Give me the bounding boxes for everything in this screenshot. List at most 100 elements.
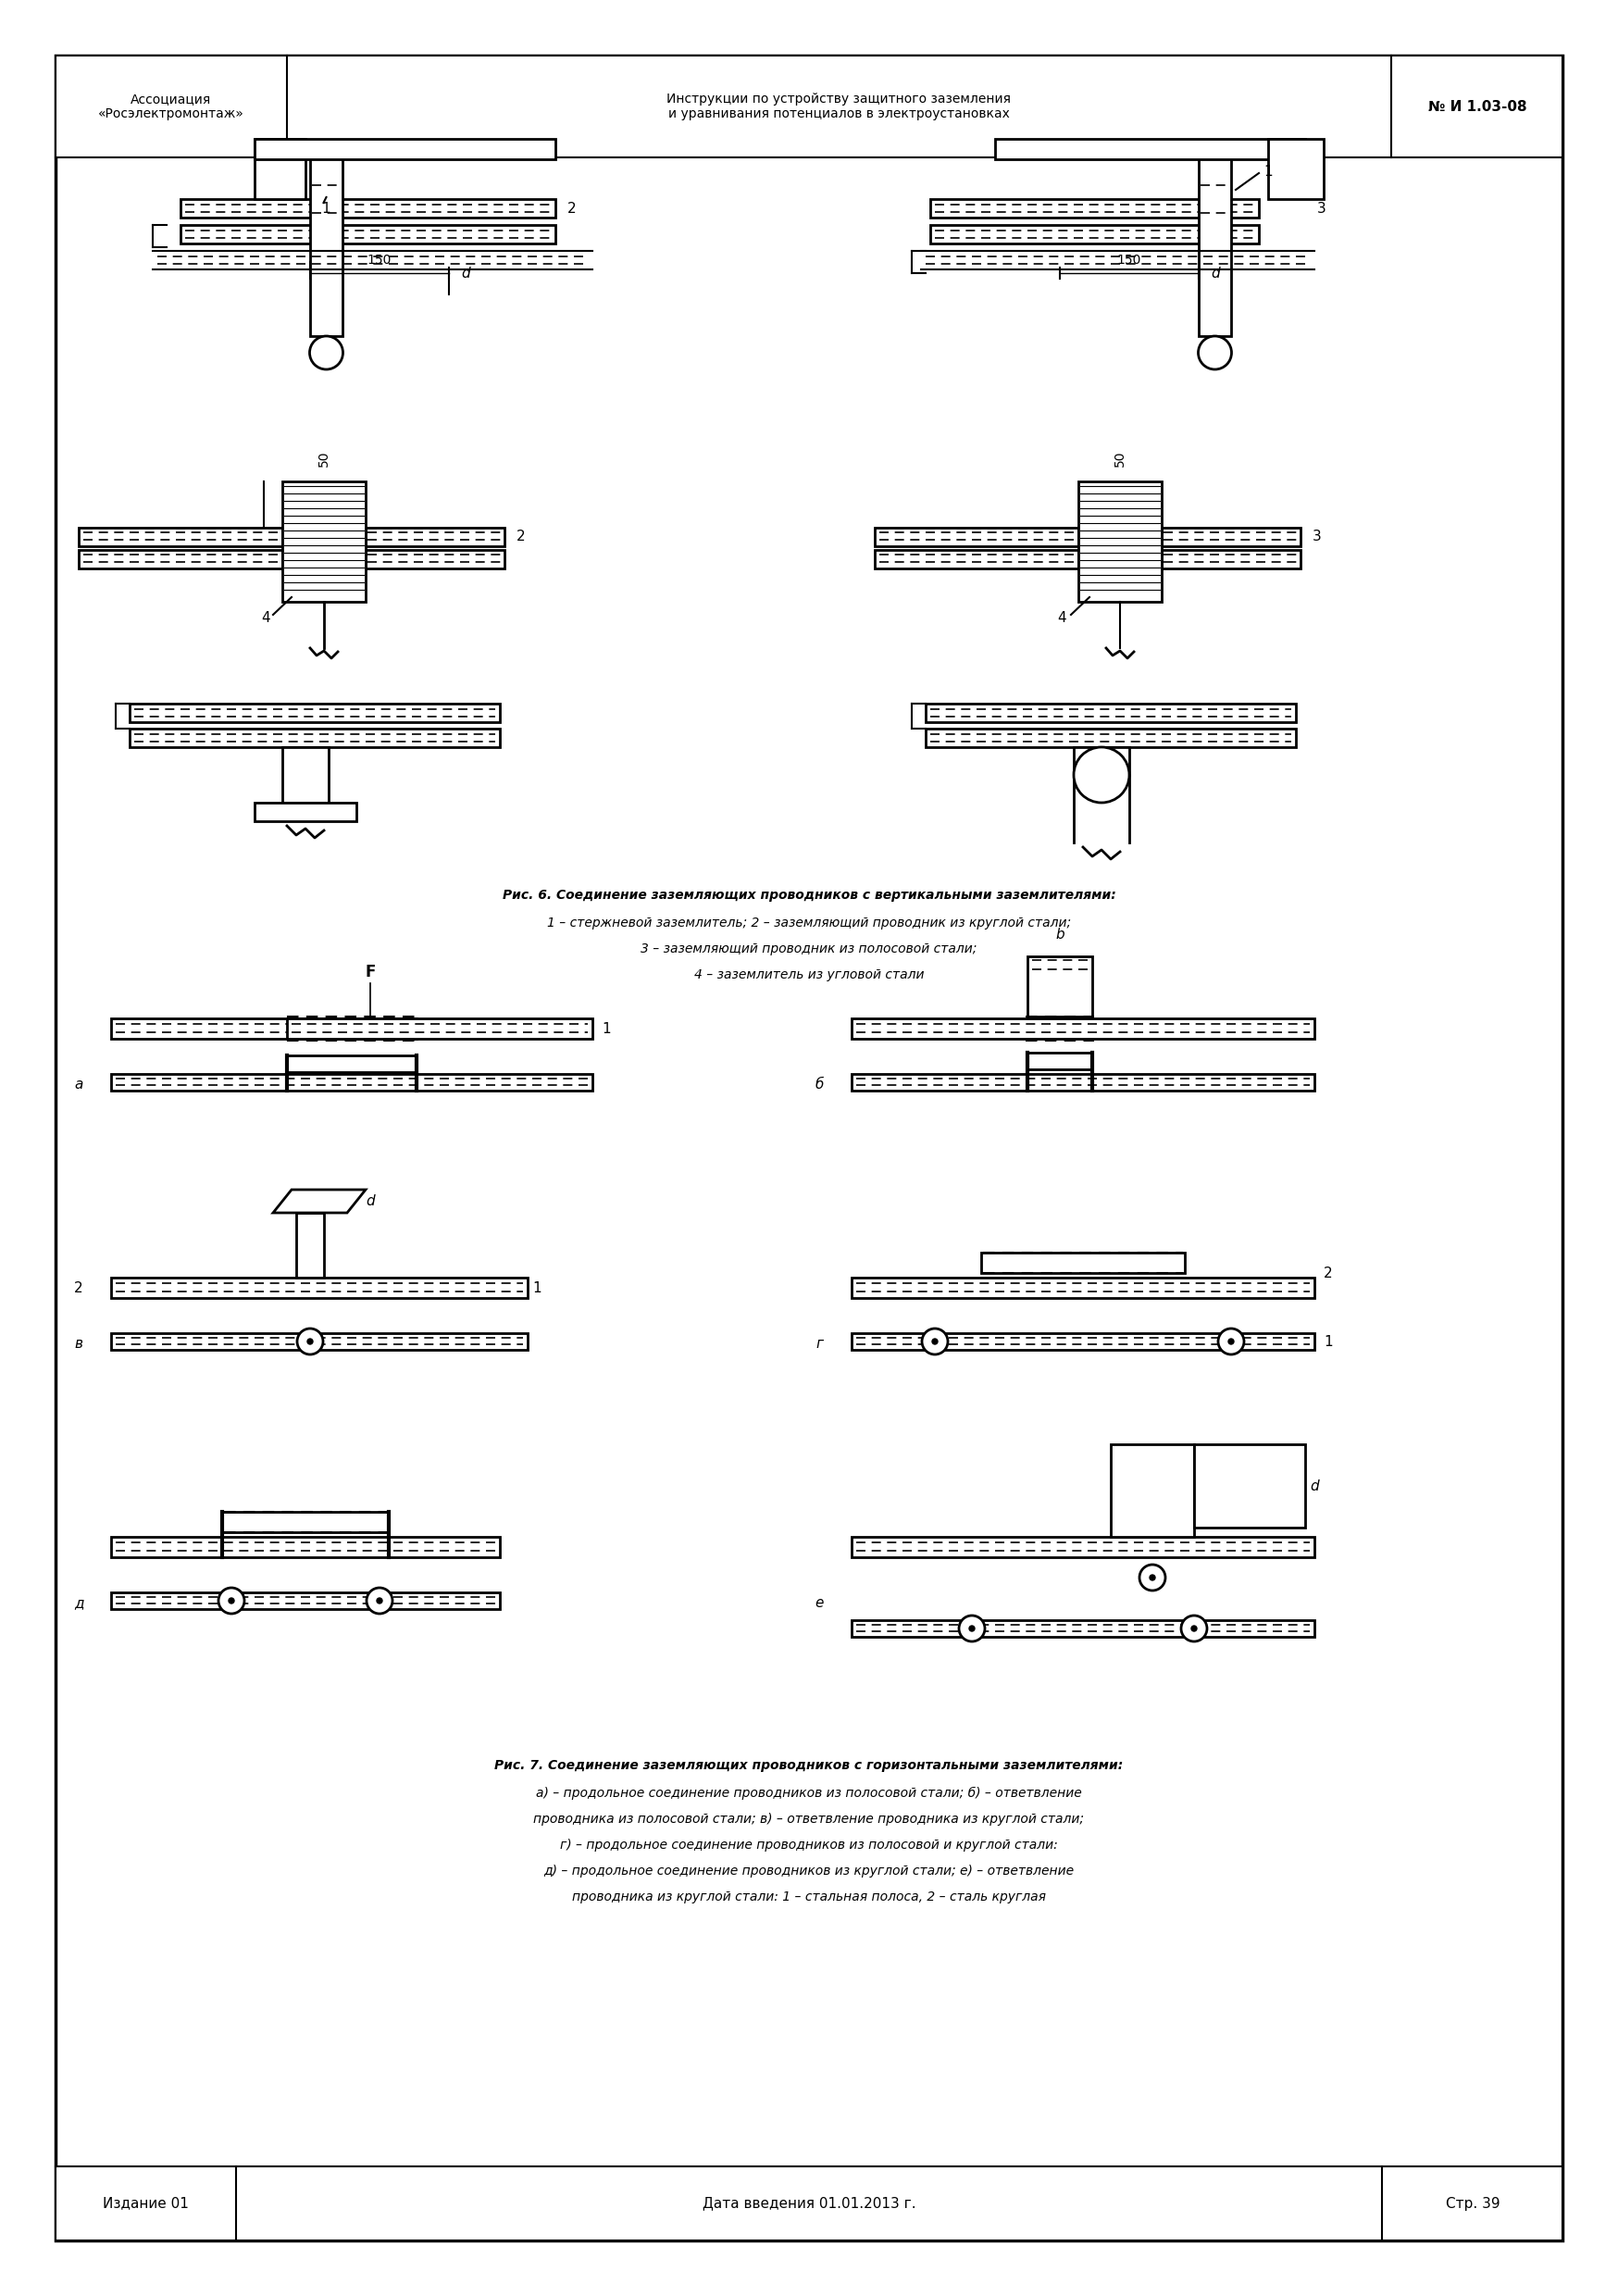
Bar — [851, 1621, 1314, 1637]
Text: проводника из круглой стали: 1 – стальная полоса, 2 – сталь круглая: проводника из круглой стали: 1 – стальна… — [573, 1890, 1045, 1903]
Circle shape — [309, 335, 343, 370]
Bar — [1162, 528, 1301, 546]
Text: 50: 50 — [1113, 450, 1126, 466]
Bar — [1027, 1052, 1092, 1070]
Bar — [925, 728, 1296, 746]
Circle shape — [932, 1339, 938, 1343]
Text: 3: 3 — [1317, 202, 1327, 216]
Bar — [1269, 138, 1324, 200]
Text: № И 1.03-08: № И 1.03-08 — [1429, 99, 1527, 113]
Bar — [254, 804, 356, 822]
Text: г: г — [815, 1336, 824, 1352]
Text: b: b — [1055, 928, 1065, 941]
Text: Рис. 7. Соединение заземляющих проводников с горизонтальными заземлителями:: Рис. 7. Соединение заземляющих проводник… — [495, 1759, 1123, 1773]
Text: d: d — [1210, 266, 1220, 280]
Bar — [282, 482, 366, 602]
Bar — [129, 728, 500, 746]
Bar — [1162, 551, 1301, 569]
Text: е: е — [815, 1596, 824, 1609]
Bar — [55, 2167, 1563, 2241]
Circle shape — [367, 1589, 393, 1614]
Circle shape — [1218, 1329, 1244, 1355]
Text: 2: 2 — [568, 202, 576, 216]
Circle shape — [969, 1626, 974, 1630]
Text: 150: 150 — [367, 253, 392, 266]
Circle shape — [1139, 1564, 1165, 1591]
Circle shape — [377, 1598, 382, 1603]
Bar — [254, 138, 555, 158]
Circle shape — [922, 1329, 948, 1355]
Text: 4: 4 — [260, 611, 270, 625]
Text: Рис. 6. Соединение заземляющих проводников с вертикальными заземлителями:: Рис. 6. Соединение заземляющих проводник… — [502, 889, 1116, 902]
Text: г) – продольное соединение проводников из полосовой и круглой стали:: г) – продольное соединение проводников и… — [560, 1839, 1058, 1851]
Circle shape — [959, 1616, 985, 1642]
Bar — [222, 1511, 388, 1531]
Bar — [366, 551, 505, 569]
Bar — [286, 1056, 416, 1072]
Text: 150: 150 — [1116, 253, 1141, 266]
Circle shape — [1074, 746, 1129, 804]
Bar — [112, 1277, 527, 1297]
Bar — [79, 551, 282, 569]
Text: 2: 2 — [1324, 1267, 1333, 1281]
Bar — [254, 138, 306, 200]
Bar — [851, 1334, 1314, 1350]
Text: д) – продольное соединение проводников из круглой стали; е) – ответвление: д) – продольное соединение проводников и… — [544, 1864, 1074, 1878]
Circle shape — [1199, 335, 1231, 370]
Bar — [851, 1019, 1314, 1038]
Bar — [851, 1075, 1314, 1091]
Text: 50: 50 — [317, 450, 330, 466]
Text: б: б — [815, 1079, 824, 1093]
Text: 3 – заземляющий проводник из полосовой стали;: 3 – заземляющий проводник из полосовой с… — [641, 941, 977, 955]
Text: 1: 1 — [1264, 165, 1273, 179]
Text: 2: 2 — [74, 1281, 83, 1295]
Text: Инструкции по устройству защитного заземления
и уравнивания потенциалов в электр: Инструкции по устройству защитного зазем… — [667, 92, 1011, 119]
Bar — [995, 138, 1306, 158]
Text: F: F — [366, 964, 375, 980]
Bar — [1199, 158, 1231, 335]
Polygon shape — [273, 1189, 366, 1212]
Bar — [311, 158, 343, 335]
Bar — [1027, 957, 1092, 1017]
Bar — [981, 1254, 1184, 1272]
Bar — [181, 200, 555, 218]
Bar — [930, 200, 1259, 218]
Bar — [930, 225, 1259, 243]
Text: 2: 2 — [516, 530, 526, 544]
Bar — [112, 1593, 500, 1609]
Bar — [925, 703, 1296, 723]
Text: 1: 1 — [532, 1281, 542, 1295]
Bar — [1078, 482, 1162, 602]
Text: 1: 1 — [1324, 1334, 1333, 1348]
Circle shape — [218, 1589, 244, 1614]
Bar — [55, 55, 1563, 158]
Text: Издание 01: Издание 01 — [102, 2197, 188, 2211]
Text: d: d — [1311, 1479, 1319, 1492]
Text: 1: 1 — [322, 202, 330, 216]
Text: d: d — [366, 1194, 375, 1208]
Text: а) – продольное соединение проводников из полосовой стали; б) – ответвление: а) – продольное соединение проводников и… — [536, 1786, 1082, 1800]
Circle shape — [1191, 1626, 1197, 1630]
Text: Дата введения 01.01.2013 г.: Дата введения 01.01.2013 г. — [702, 2197, 916, 2211]
Bar — [1074, 746, 1129, 776]
Bar — [366, 528, 505, 546]
Bar — [112, 1075, 592, 1091]
Circle shape — [298, 1329, 324, 1355]
Bar — [1194, 1444, 1306, 1527]
Circle shape — [1228, 1339, 1235, 1343]
Bar — [129, 703, 500, 723]
Bar — [79, 528, 282, 546]
Text: Ассоциация
«Росэлектромонтаж»: Ассоциация «Росэлектромонтаж» — [99, 92, 244, 119]
Bar — [875, 528, 1078, 546]
Bar — [1110, 1444, 1194, 1536]
Bar — [296, 1212, 324, 1277]
Bar — [851, 1277, 1314, 1297]
Text: 4 – заземлитель из угловой стали: 4 – заземлитель из угловой стали — [694, 969, 924, 980]
Bar — [112, 1536, 500, 1557]
Bar — [286, 1019, 592, 1038]
Text: 3: 3 — [1312, 530, 1322, 544]
Bar — [851, 1536, 1314, 1557]
Text: проводника из полосовой стали; в) – ответвление проводника из круглой стали;: проводника из полосовой стали; в) – отве… — [534, 1814, 1084, 1825]
Bar — [112, 1019, 416, 1038]
Bar — [181, 225, 555, 243]
